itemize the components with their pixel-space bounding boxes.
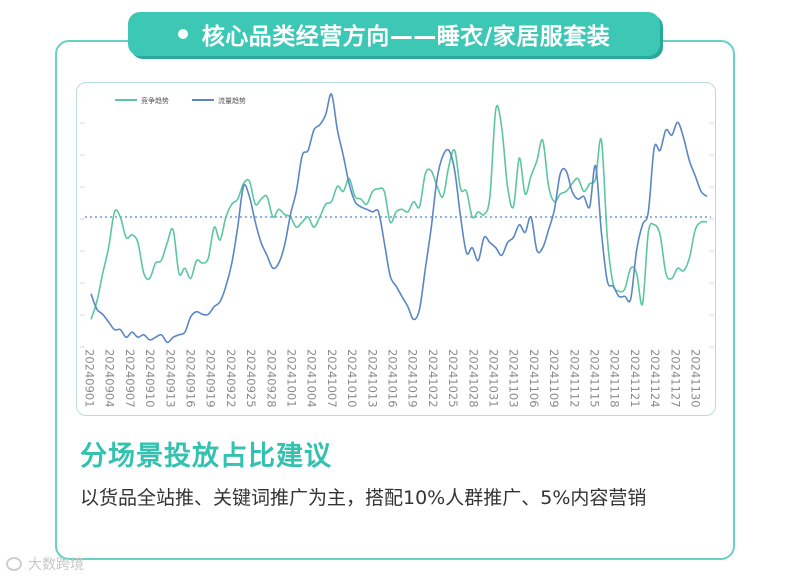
x-tick-label: 20241124	[648, 349, 662, 408]
x-tick-label: 20241109	[547, 349, 561, 408]
x-tick-label: 20240928	[264, 349, 278, 408]
bullet-dot-icon	[177, 29, 188, 39]
x-tick-label: 20241016	[386, 349, 400, 408]
x-tick-label: 20241103	[507, 349, 521, 408]
x-tick-label: 20241028	[466, 349, 480, 408]
x-tick-label: 20241031	[487, 349, 501, 408]
x-tick-label: 20240919	[204, 349, 218, 408]
trend-chart-svg: 竞争趋势 流量趋势 20240901 20240904 20240907 20240910…	[80, 93, 714, 408]
page-title: 核心品类经营方向——睡衣/家居服套装	[201, 24, 611, 50]
x-tick-label: 20240916	[184, 349, 198, 408]
x-tick-label: 20240910	[143, 349, 157, 408]
section-title: 分场景投放占比建议	[80, 441, 332, 472]
x-tick-label: 20241127	[668, 349, 682, 408]
x-tick-label: 20241013	[365, 349, 379, 408]
x-tick-label: 20240901	[83, 349, 97, 408]
x-tick-label: 20240913	[163, 349, 177, 408]
x-tick-label: 20241118	[608, 349, 622, 408]
x-tick-label: 20241022	[426, 349, 440, 408]
x-tick-label: 20241112	[567, 349, 581, 408]
header-banner: 核心品类经营方向——睡衣/家居服套装	[128, 12, 660, 56]
x-tick-label: 20241019	[406, 349, 420, 408]
x-tick-label: 20240925	[244, 349, 258, 408]
x-tick-label: 20241121	[628, 349, 642, 408]
x-tick-label: 20241007	[325, 349, 339, 408]
trend-chart: 竞争趋势 流量趋势 20240901 20240904 20240907 20240910…	[76, 82, 716, 416]
x-tick-label: 20241001	[285, 349, 299, 408]
x-tick-label: 20241010	[345, 349, 359, 408]
watermark-logo-icon	[6, 557, 22, 571]
legend-label-competition: 竞争趋势	[141, 96, 169, 105]
watermark: 大数跨境	[6, 554, 84, 574]
x-tick-label: 20241004	[305, 349, 319, 408]
series-line-traffic	[90, 93, 708, 344]
legend-label-traffic: 流量趋势	[218, 96, 246, 105]
x-tick-label: 20241130	[689, 349, 703, 408]
x-tick-label: 20241115	[588, 349, 602, 408]
x-tick-label: 20240922	[224, 349, 238, 408]
x-tick-label: 20240904	[103, 349, 117, 408]
x-tick-label: 20241106	[527, 349, 541, 408]
watermark-text: 大数跨境	[28, 557, 84, 573]
x-tick-label: 20241025	[446, 349, 460, 408]
x-tick-label: 20240907	[123, 349, 137, 408]
section-body: 以货品全站推、关键词推广为主，搭配10%人群推广、5%内容营销	[80, 487, 647, 509]
series-line-competition	[90, 104, 708, 320]
